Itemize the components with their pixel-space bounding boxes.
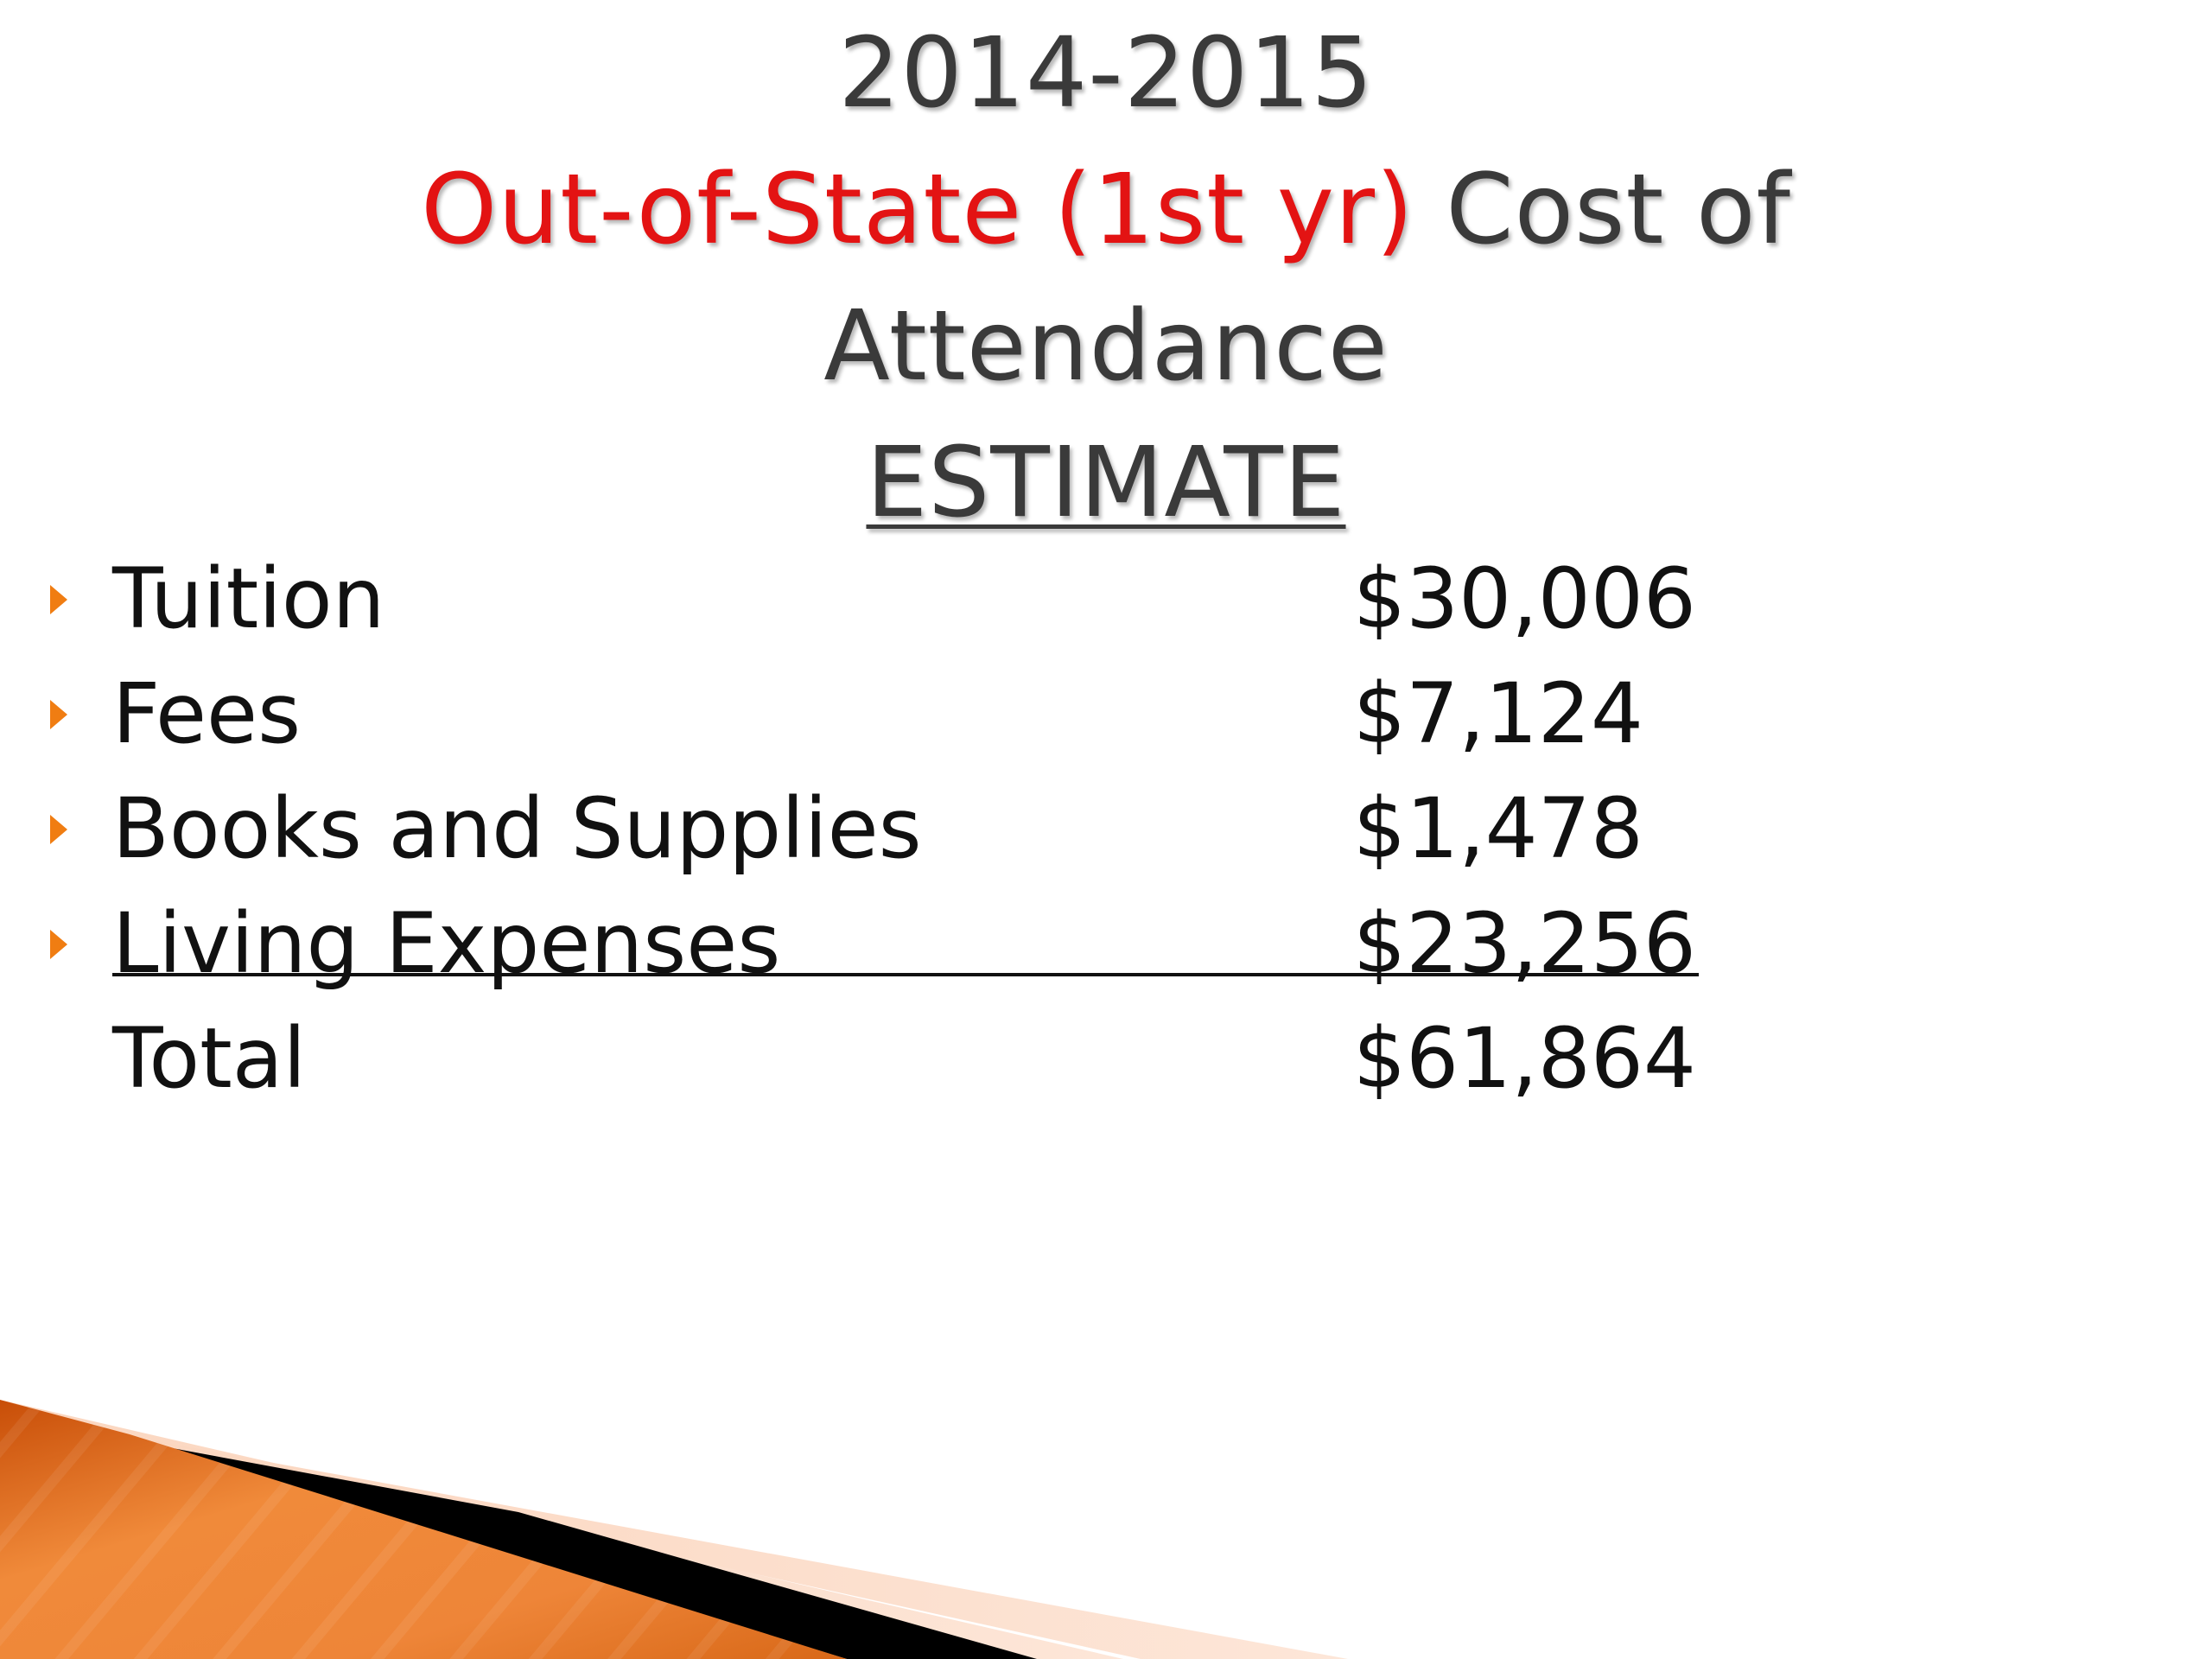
item-amount: $7,124 bbox=[1353, 665, 1643, 762]
orange-triangle-bullet-icon bbox=[50, 585, 67, 614]
list-item: Tuition $30,006 bbox=[0, 543, 2212, 655]
title-line-2: Out-of-State (1st yr) Cost of bbox=[0, 142, 2212, 278]
title-year: 2014-2015 bbox=[838, 17, 1374, 130]
title-cost-of: Cost of bbox=[1414, 154, 1791, 266]
item-label: Tuition bbox=[112, 550, 385, 647]
item-label: Living Expenses bbox=[112, 895, 781, 992]
total-label: Total bbox=[112, 1010, 307, 1107]
item-amount: $23,256 bbox=[1353, 895, 1696, 992]
title-out-of-state: Out-of-State (1st yr) bbox=[421, 154, 1414, 266]
list-item: Living Expenses $23,256 bbox=[0, 887, 2212, 1000]
item-amount: $1,478 bbox=[1353, 780, 1643, 877]
title-attendance: Attendance bbox=[823, 290, 1389, 403]
list-item: Fees $7,124 bbox=[0, 658, 2212, 770]
orange-triangle-bullet-icon bbox=[50, 815, 67, 844]
subtotal-underline bbox=[112, 973, 1699, 976]
title-estimate: ESTIMATE bbox=[866, 427, 1346, 539]
title-estimate-line: ESTIMATE bbox=[0, 415, 2212, 551]
total-amount: $61,864 bbox=[1353, 1010, 1696, 1107]
list-item: Books and Supplies $1,478 bbox=[0, 772, 2212, 885]
orange-swoosh-decoration bbox=[0, 1400, 1348, 1659]
total-row: Total $61,864 bbox=[0, 1002, 2212, 1115]
item-amount: $30,006 bbox=[1353, 550, 1696, 647]
orange-triangle-bullet-icon bbox=[50, 700, 67, 729]
item-label: Books and Supplies bbox=[112, 780, 922, 877]
slide-title: 2014-2015 Out-of-State (1st yr) Cost of … bbox=[0, 5, 2212, 551]
orange-triangle-bullet-icon bbox=[50, 930, 67, 959]
item-label: Fees bbox=[112, 665, 302, 762]
